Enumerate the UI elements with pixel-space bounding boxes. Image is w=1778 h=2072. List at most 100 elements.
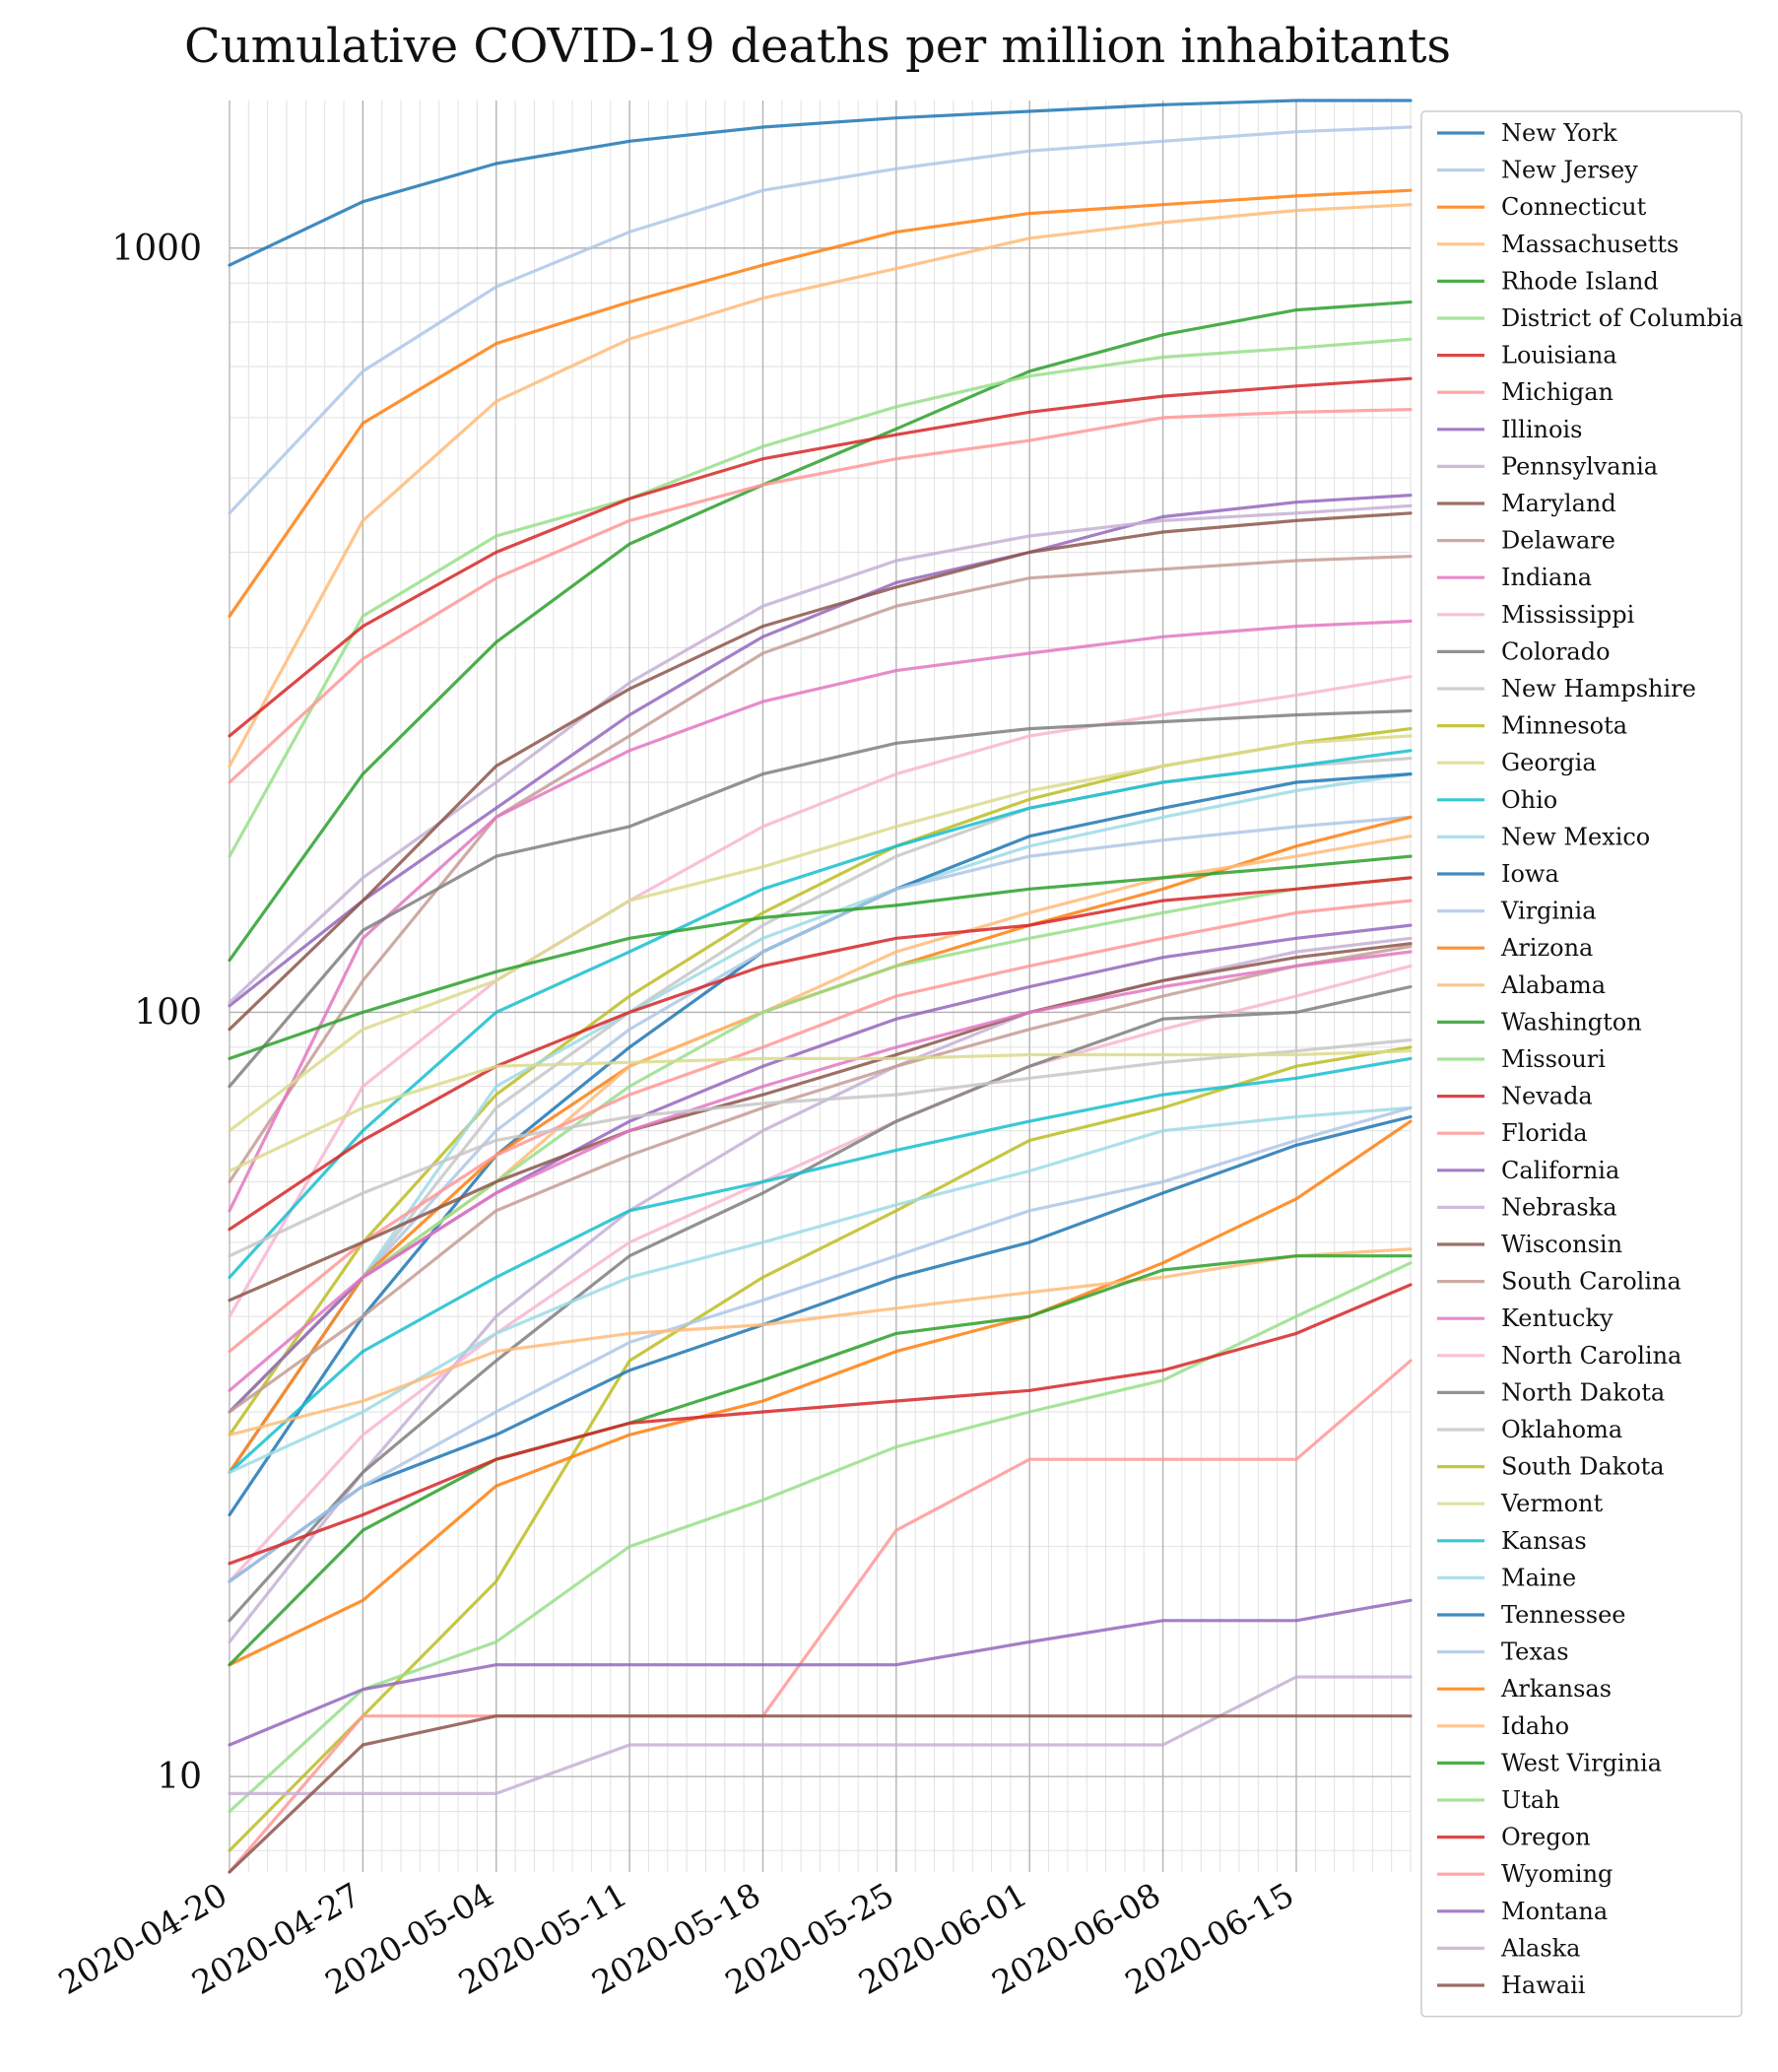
series-lines xyxy=(228,99,1413,1874)
legend-label: Kentucky xyxy=(1501,1304,1613,1332)
legend-label: Hawaii xyxy=(1501,1972,1586,1999)
legend-label: North Dakota xyxy=(1501,1378,1665,1406)
legend-label: California xyxy=(1501,1157,1619,1184)
legend-label: New Hampshire xyxy=(1501,675,1696,702)
legend-label: Mississippi xyxy=(1501,601,1635,629)
series-line-delaware xyxy=(228,555,1413,1184)
series-line-utah xyxy=(228,1261,1413,1814)
legend-label: Montana xyxy=(1501,1898,1608,1925)
legend-label: Oregon xyxy=(1501,1824,1591,1851)
legend-label: New York xyxy=(1501,119,1617,147)
series-line-ohio xyxy=(228,749,1413,1279)
series-line-kansas xyxy=(228,1056,1413,1474)
series-line-wisconsin xyxy=(228,942,1413,1303)
legend-label: New Mexico xyxy=(1501,823,1650,850)
legend-label: Wisconsin xyxy=(1501,1231,1622,1258)
series-line-north-dakota xyxy=(228,984,1413,1623)
series-line-district-of-columbia xyxy=(228,337,1413,858)
legend-label: North Carolina xyxy=(1501,1342,1681,1370)
series-line-michigan xyxy=(228,408,1413,784)
legend-label: Nebraska xyxy=(1501,1193,1617,1221)
series-line-oklahoma xyxy=(228,1037,1413,1258)
legend-label: Texas xyxy=(1501,1638,1569,1666)
legend-label: Indiana xyxy=(1501,564,1592,591)
legend-label: Minnesota xyxy=(1501,712,1627,740)
legend-label: Missouri xyxy=(1501,1045,1606,1073)
legend-label: Utah xyxy=(1501,1786,1560,1814)
series-line-hawaii xyxy=(228,1714,1413,1874)
legend-label: Oklahoma xyxy=(1501,1416,1622,1443)
series-line-connecticut xyxy=(228,188,1413,618)
legend-label: Michigan xyxy=(1501,378,1613,406)
series-line-west-virginia xyxy=(228,1254,1413,1667)
series-line-north-carolina xyxy=(228,964,1413,1583)
series-line-alaska xyxy=(228,1675,1413,1795)
legend-label: Idaho xyxy=(1501,1712,1569,1740)
series-line-maine xyxy=(228,1105,1413,1474)
series-line-new-mexico xyxy=(228,772,1413,1474)
series-line-vermont xyxy=(228,1049,1413,1173)
legend-label: Alabama xyxy=(1500,971,1606,999)
legend-label: Nevada xyxy=(1501,1083,1593,1110)
series-line-new-york xyxy=(228,99,1413,267)
series-line-virginia xyxy=(228,815,1413,1474)
series-line-illinois xyxy=(228,494,1413,1008)
legend-label: Wyoming xyxy=(1501,1860,1613,1888)
series-line-missouri xyxy=(228,876,1413,1414)
legend-label: Arkansas xyxy=(1500,1675,1612,1703)
series-line-tennessee xyxy=(228,1114,1413,1583)
legend-label: Kansas xyxy=(1501,1527,1587,1555)
legend-label: Maine xyxy=(1501,1564,1576,1591)
legend-label: South Carolina xyxy=(1501,1268,1681,1296)
legend-label: Colorado xyxy=(1501,637,1611,665)
legend-label: Florida xyxy=(1501,1119,1588,1147)
series-line-florida xyxy=(228,899,1413,1354)
legend-label: Arizona xyxy=(1500,934,1593,962)
legend-label: South Dakota xyxy=(1501,1453,1665,1481)
series-line-arkansas xyxy=(228,1119,1413,1667)
grid xyxy=(229,100,1412,1872)
legend-label: Louisiana xyxy=(1501,342,1617,369)
series-line-wyoming xyxy=(228,1359,1413,1874)
series-line-montana xyxy=(228,1598,1413,1747)
legend-label: Illinois xyxy=(1501,416,1582,443)
legend-label: Virginia xyxy=(1500,898,1597,925)
legend-label: Maryland xyxy=(1501,490,1616,517)
series-line-indiana xyxy=(228,619,1413,1213)
legend-label: Alaska xyxy=(1500,1934,1580,1962)
series-line-south-carolina xyxy=(228,944,1413,1414)
legend-label: Ohio xyxy=(1501,786,1557,814)
series-line-texas xyxy=(228,1105,1413,1583)
series-line-idaho xyxy=(228,1247,1413,1437)
series-line-new-jersey xyxy=(228,125,1413,515)
legend-label: New Jersey xyxy=(1501,157,1638,184)
series-line-maryland xyxy=(228,511,1413,1032)
legend-label: Connecticut xyxy=(1501,193,1647,221)
y-tick-label: 1000 xyxy=(111,229,202,269)
series-line-colorado xyxy=(228,708,1413,1089)
y-tick-label: 100 xyxy=(134,992,202,1033)
legend-label: Delaware xyxy=(1501,527,1615,555)
series-line-mississippi xyxy=(228,675,1413,1318)
series-line-oregon xyxy=(228,1283,1413,1566)
series-line-massachusetts xyxy=(228,203,1413,769)
legend-label: Iowa xyxy=(1501,860,1559,888)
legend-label: West Virginia xyxy=(1501,1749,1662,1776)
legend-label: District of Columbia xyxy=(1501,304,1744,332)
legend-label: Vermont xyxy=(1500,1490,1603,1517)
series-line-nevada xyxy=(228,876,1413,1232)
legend-box xyxy=(1420,110,1743,2018)
series-line-kentucky xyxy=(228,950,1413,1392)
legend-label: Pennsylvania xyxy=(1501,452,1658,480)
legend-label: Georgia xyxy=(1501,749,1597,776)
series-line-rhode-island xyxy=(228,300,1413,963)
legend-label: Rhode Island xyxy=(1501,267,1659,295)
series-line-pennsylvania xyxy=(228,503,1413,1005)
y-axis-ticks: 10 100 1000 xyxy=(111,229,202,1797)
legend-label: Tennessee xyxy=(1501,1601,1626,1629)
legend-label: Washington xyxy=(1501,1008,1642,1036)
series-line-georgia xyxy=(228,734,1413,1133)
y-tick-label: 10 xyxy=(157,1757,202,1797)
chart-title: Cumulative COVID-19 deaths per million i… xyxy=(184,19,1451,74)
